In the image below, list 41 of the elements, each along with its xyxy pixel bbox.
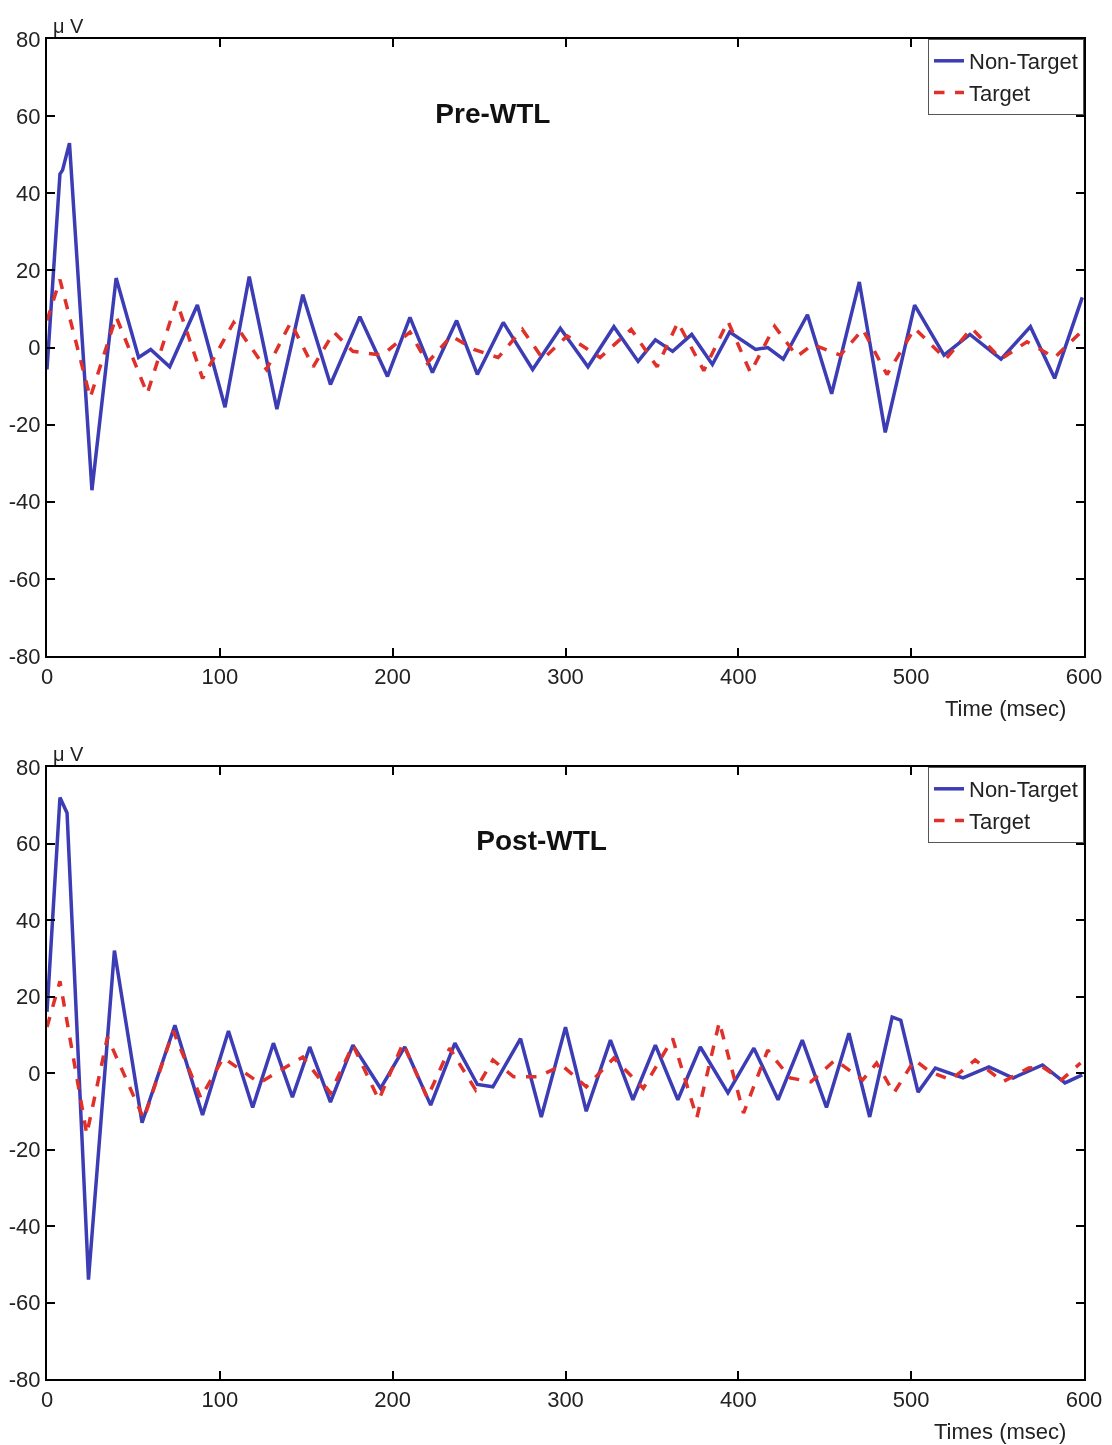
y-tick-label: -40 [8,489,41,515]
x-tick-label: 400 [719,1387,757,1413]
text: Pre-WTL [435,97,551,129]
y-tick-label: 0 [28,335,41,361]
y-tick-label: 20 [16,984,41,1010]
y-tick-label: -20 [8,412,41,438]
x-tick-label: 300 [547,1387,584,1413]
y-tick-label: -20 [8,1137,41,1163]
y-tick-label: -60 [8,1290,41,1316]
y-tick-label: -80 [8,1366,41,1392]
text: Post-WTL [476,825,607,857]
x-tick-label: 500 [892,1387,930,1413]
x-tick-label: 100 [201,1387,239,1413]
y-tick-label: -60 [8,566,41,592]
y-tick-label: 80 [16,26,41,52]
x-tick-label: 500 [892,664,930,690]
x-tick-label: 200 [374,1387,412,1413]
y-tick-label: 20 [16,258,41,284]
y-axis-title: μ V [53,15,85,37]
x-tick-label: 400 [719,664,757,690]
legend-label: Non-Target [969,777,1078,803]
x-tick-label: 200 [374,664,412,690]
y-tick-label: 60 [16,831,41,857]
y-tick-label: -80 [8,643,41,669]
y-tick-label: -40 [8,1213,41,1239]
legend-label: Target [969,808,1031,834]
x-tick-label: 300 [547,664,584,690]
y-tick-label: 80 [16,754,41,780]
y-tick-label: 60 [16,103,41,129]
x-axis-title: Time (msec) [945,696,1067,721]
y-axis-title: μ V [53,743,85,765]
y-tick-label: 40 [16,907,41,933]
x-tick-label: 100 [201,664,239,690]
legend-label: Non-Target [969,49,1078,75]
y-tick-label: 0 [28,1060,41,1086]
x-axis-title: Times (msec) [934,1419,1067,1444]
legend-label: Target [969,80,1031,106]
x-tick-label: 600 [1065,664,1103,690]
x-tick-label: 600 [1065,1387,1103,1413]
line-series [47,141,1084,492]
y-tick-label: 40 [16,180,41,206]
